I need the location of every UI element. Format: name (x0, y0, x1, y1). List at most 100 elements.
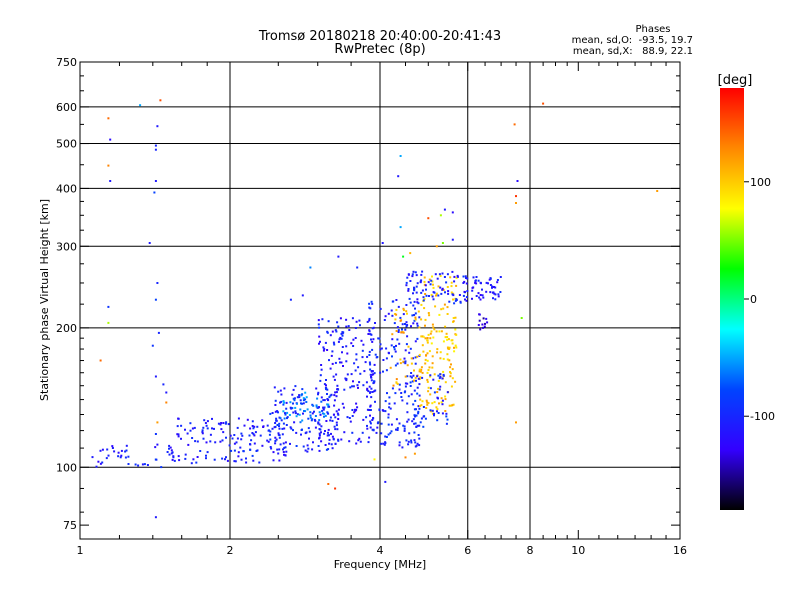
echo-point (173, 459, 176, 462)
echo-point (321, 412, 324, 415)
echo-point (338, 338, 341, 341)
echo-point (335, 421, 338, 424)
echo-point (337, 439, 340, 442)
echo-point (329, 419, 332, 422)
echo-point (346, 373, 349, 376)
echo-point (275, 417, 278, 420)
colorbar (720, 88, 744, 510)
echo-point (413, 422, 416, 425)
echo-point (391, 338, 394, 341)
echo-point (387, 413, 390, 416)
echo-point (410, 393, 413, 396)
echo-point (398, 444, 401, 447)
echo-point (378, 409, 381, 412)
echo-point (432, 286, 435, 289)
y-tick-label: 300 (56, 240, 77, 253)
echo-point (405, 284, 408, 287)
echo-point (325, 379, 327, 381)
echo-point (279, 443, 282, 446)
echo-point (482, 326, 484, 329)
echo-point (407, 443, 410, 446)
echo-point (415, 408, 417, 411)
echo-point (478, 296, 481, 299)
echo-point (419, 404, 421, 407)
echo-point (326, 393, 328, 395)
echo-point (325, 387, 328, 390)
echo-point (449, 375, 452, 378)
echo-point (394, 364, 397, 367)
echo-point (176, 425, 179, 428)
echo-point (99, 462, 102, 465)
echo-point (176, 433, 179, 436)
echo-point (427, 386, 430, 389)
echo-point (290, 407, 293, 410)
echo-point (400, 331, 403, 334)
echo-point (399, 226, 402, 229)
echo-point (446, 336, 449, 338)
echo-point (393, 322, 396, 325)
echo-point (366, 355, 369, 358)
echo-point (409, 375, 412, 378)
echo-point (314, 415, 317, 417)
echo-point (424, 318, 427, 321)
echo-point (159, 99, 162, 102)
echo-point (435, 245, 438, 248)
echo-point (253, 434, 256, 437)
echo-point (329, 334, 332, 337)
echo-point (301, 428, 303, 431)
echo-point (416, 392, 419, 395)
echo-point (394, 350, 397, 353)
echo-point (416, 337, 419, 340)
echo-point (341, 402, 344, 405)
echo-point (451, 238, 454, 241)
y-tick-label: 400 (56, 182, 77, 195)
echo-point (376, 426, 379, 429)
echo-point (120, 449, 123, 452)
echo-point (456, 275, 459, 278)
echo-point (444, 395, 447, 398)
echo-point (426, 371, 429, 374)
echo-point (448, 359, 451, 362)
echo-point (160, 466, 163, 469)
echo-point (359, 324, 361, 327)
echo-point (422, 425, 425, 428)
echo-point (315, 387, 318, 390)
echo-point (411, 420, 414, 423)
echo-point (426, 401, 429, 404)
echo-point (465, 282, 468, 285)
echo-point (431, 366, 434, 369)
echo-point (395, 313, 398, 316)
echo-point (426, 359, 429, 362)
echo-point (420, 279, 423, 282)
echo-point (318, 335, 321, 338)
echo-point (162, 383, 165, 386)
echo-point (276, 448, 279, 451)
echo-point (189, 429, 192, 432)
echo-point (233, 434, 236, 436)
echo-point (475, 295, 478, 297)
echo-point (177, 455, 180, 458)
echo-point (516, 180, 519, 182)
echo-point (466, 277, 469, 280)
echo-point (317, 391, 320, 394)
echo-point (413, 300, 416, 303)
echo-point (253, 442, 256, 445)
echo-point (336, 428, 339, 431)
echo-point (380, 442, 383, 445)
echo-point (240, 438, 243, 441)
echo-point (433, 373, 436, 376)
echo-point (444, 336, 447, 339)
echo-point (425, 354, 427, 357)
echo-point (225, 436, 227, 439)
echo-point (398, 441, 401, 444)
echo-point (323, 399, 326, 402)
echo-point (367, 390, 370, 393)
echo-point (109, 180, 112, 182)
echo-point (401, 330, 404, 333)
echo-point (331, 419, 334, 422)
echo-point (426, 341, 429, 344)
echo-point (407, 345, 410, 348)
echo-point (397, 329, 400, 332)
echo-point (412, 418, 415, 421)
echo-point (366, 408, 369, 411)
